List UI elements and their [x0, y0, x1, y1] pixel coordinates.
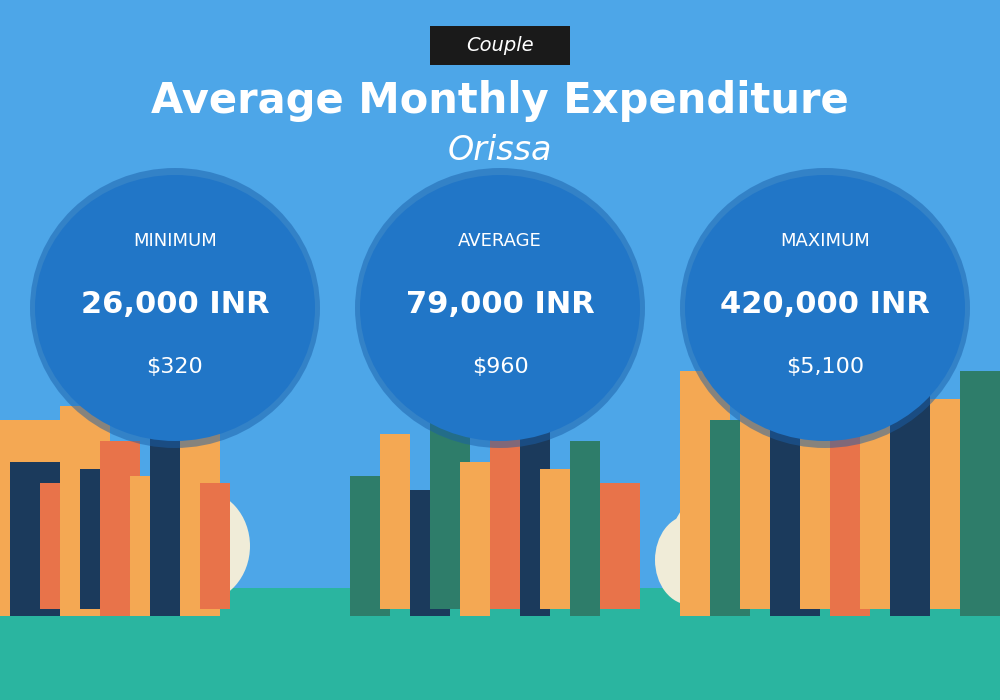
Bar [570, 441, 600, 616]
Text: $960: $960 [472, 358, 528, 377]
Text: Average Monthly Expenditure: Average Monthly Expenditure [151, 80, 849, 122]
FancyBboxPatch shape [430, 26, 570, 64]
Text: $320: $320 [147, 358, 203, 377]
Ellipse shape [30, 168, 320, 448]
Bar [10, 462, 60, 616]
Text: $5,100: $5,100 [786, 358, 864, 377]
Bar [80, 469, 120, 609]
Bar [410, 490, 450, 616]
Bar [770, 406, 820, 616]
Text: 420,000 INR: 420,000 INR [720, 290, 930, 319]
Text: 79,000 INR: 79,000 INR [406, 290, 594, 319]
Bar [800, 364, 840, 609]
Ellipse shape [685, 175, 965, 441]
Ellipse shape [655, 515, 725, 605]
Bar [380, 434, 410, 609]
Bar [600, 483, 640, 609]
Text: AVERAGE: AVERAGE [458, 232, 542, 251]
Bar [460, 462, 490, 616]
Ellipse shape [670, 490, 770, 602]
Text: 🇮🇳: 🇮🇳 [470, 176, 530, 223]
Bar [860, 294, 910, 609]
Bar [40, 483, 80, 609]
Bar [430, 399, 470, 609]
Bar [350, 476, 390, 616]
Ellipse shape [680, 168, 970, 448]
Ellipse shape [35, 175, 315, 441]
Bar [490, 413, 530, 609]
Text: Orissa: Orissa [448, 134, 552, 167]
Bar [180, 420, 220, 616]
Bar [890, 336, 930, 616]
Ellipse shape [150, 490, 250, 602]
Ellipse shape [355, 168, 645, 448]
Bar [740, 329, 780, 609]
Bar [540, 469, 580, 609]
Bar [520, 371, 550, 616]
Bar [200, 483, 230, 609]
Bar [130, 476, 160, 616]
Bar [60, 406, 110, 616]
Text: Couple: Couple [466, 36, 534, 55]
Bar [150, 371, 190, 616]
Text: MINIMUM: MINIMUM [133, 232, 217, 251]
Ellipse shape [360, 175, 640, 441]
Bar [680, 371, 730, 616]
Bar [0, 588, 1000, 700]
Bar [0, 420, 60, 616]
Bar [830, 420, 870, 616]
Text: MAXIMUM: MAXIMUM [780, 232, 870, 251]
Bar [710, 420, 750, 616]
Bar [960, 371, 1000, 616]
Bar [930, 399, 970, 609]
Ellipse shape [135, 515, 205, 605]
Bar [100, 441, 140, 616]
Text: 26,000 INR: 26,000 INR [81, 290, 269, 319]
